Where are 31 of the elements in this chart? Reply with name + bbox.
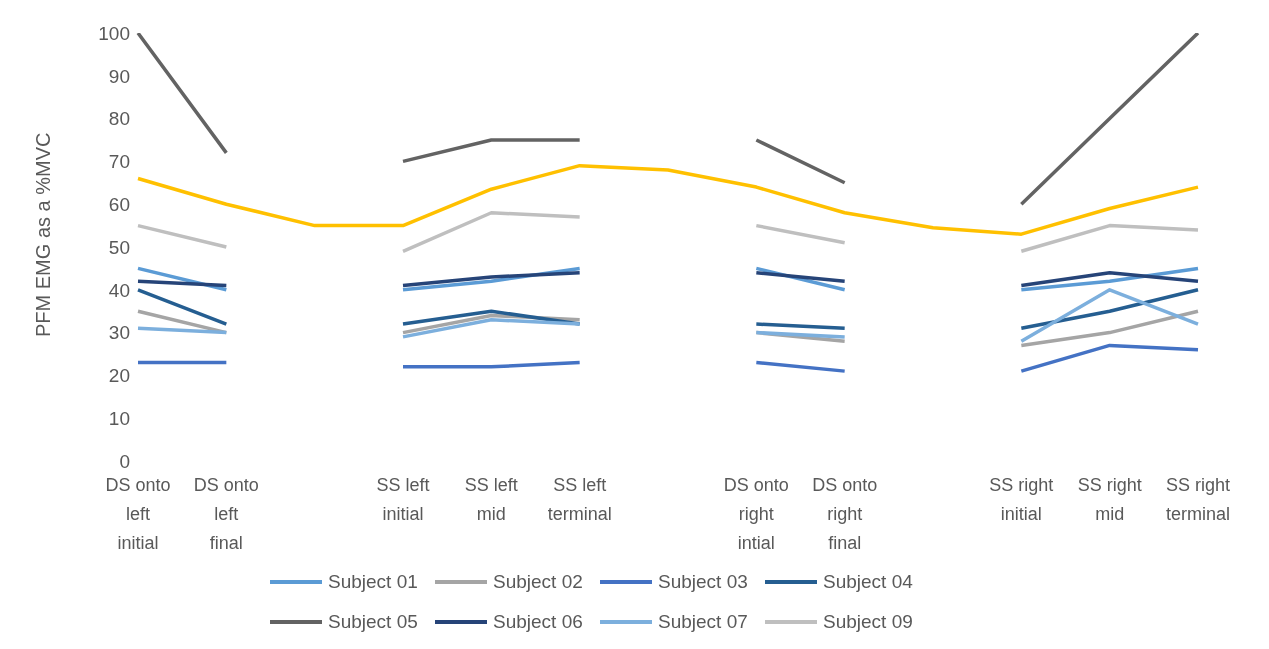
legend-label: Subject 04 [823, 571, 913, 593]
y-tick-label: 100 [98, 22, 130, 44]
line-series [136, 163, 1200, 236]
y-tick-label: 10 [108, 407, 130, 429]
legend-label: Subject 01 [328, 571, 418, 593]
y-tick-label: 60 [108, 193, 130, 215]
x-tick-label: SS left mid [464, 475, 518, 524]
y-tick-label: 0 [119, 450, 130, 472]
y-tick-label: 30 [108, 322, 130, 344]
x-tick-label: DS onto right intial [723, 475, 789, 553]
x-tick-label: SS right initial [989, 475, 1054, 524]
y-tick-label: 20 [108, 365, 130, 387]
x-tick-label: SS right mid [1077, 475, 1142, 524]
y-tick-label: 90 [108, 65, 130, 87]
x-tick-label: DS onto left initial [105, 475, 171, 553]
y-tick-label: 50 [108, 236, 130, 258]
y-tick-label: 40 [108, 279, 130, 301]
y-axis-title: PFM EMG as a %MVC [32, 132, 55, 337]
legend-label: Subject 09 [823, 611, 913, 633]
legend-label: Subject 07 [658, 611, 748, 633]
legend-label: Subject 06 [493, 611, 583, 633]
x-tick-label: SS left terminal [547, 475, 612, 524]
x-tick-label: SS right terminal [1165, 475, 1231, 524]
x-tick-label: DS onto left final [193, 475, 259, 553]
y-tick-label: 70 [108, 151, 130, 173]
y-tick-label: 80 [108, 108, 130, 130]
x-tick-label: DS onto right final [812, 475, 878, 553]
legend-label: Subject 02 [493, 571, 583, 593]
legend-label: Subject 03 [658, 571, 748, 593]
x-tick-label: SS left initial [376, 475, 430, 524]
legend-label: Subject 05 [328, 611, 418, 633]
